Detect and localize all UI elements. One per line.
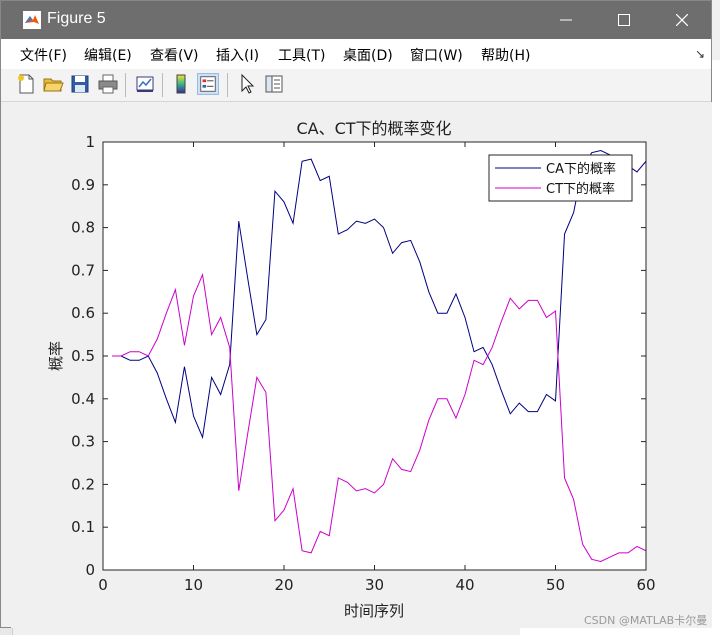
menu-window[interactable]: 窗口(W): [410, 48, 463, 64]
y-tick-label: 0: [85, 561, 95, 579]
window-title: Figure 5: [47, 10, 106, 27]
title-bar[interactable]: Figure 5: [1, 1, 711, 39]
link-plot-icon[interactable]: [134, 73, 156, 95]
maximize-button[interactable]: [595, 1, 653, 39]
menu-bar: 文件(F) 编辑(E) 查看(V) 插入(I) 工具(T) 桌面(D) 窗口(W…: [1, 39, 711, 70]
x-tick-label: 60: [636, 576, 655, 594]
figure-canvas: CA、CT下的概率变化 0 10 20 30 40 50 60 0 0.1 0.2 0.3 0.4 0…: [11, 102, 712, 628]
toolbar: [1, 69, 711, 102]
open-folder-icon[interactable]: [42, 73, 64, 95]
menu-overflow-icon[interactable]: ↘: [695, 47, 706, 61]
x-axis-label: 时间序列: [344, 602, 404, 620]
y-tick-label: 0.3: [71, 433, 95, 451]
property-inspector-icon[interactable]: [263, 73, 285, 95]
save-icon[interactable]: [69, 73, 91, 95]
menu-insert[interactable]: 插入(I): [216, 48, 260, 64]
chart-title: CA、CT下的概率变化: [296, 119, 451, 138]
toolbar-separator: [162, 73, 163, 97]
legend[interactable]: CA下的概率 CT下的概率: [488, 154, 633, 202]
print-icon[interactable]: [97, 73, 119, 95]
x-tick-label: 0: [98, 576, 108, 594]
y-tick-label: 0.8: [71, 219, 95, 237]
probability-line-chart[interactable]: CA、CT下的概率变化 0 10 20 30 40 50 60 0 0.1 0.2 0.3 0.4 0…: [11, 102, 712, 628]
new-file-icon[interactable]: [15, 73, 37, 95]
x-tick-label: 50: [546, 576, 565, 594]
x-tick-label: 20: [274, 576, 293, 594]
toolbar-separator: [125, 73, 126, 97]
minimize-button[interactable]: [537, 1, 595, 39]
x-tick-label: 40: [455, 576, 474, 594]
series-line-ct[interactable]: [112, 272, 647, 562]
toolbar-separator: [227, 73, 228, 97]
y-tick-label: 0.6: [71, 304, 95, 322]
y-tick-label: 0.9: [71, 176, 95, 194]
y-tick-label: 0.5: [71, 347, 95, 365]
matlab-logo-icon: [23, 11, 41, 29]
figure-window: Figure 5 文件(F) 编辑(E) 查看(V) 插入(I) 工具(T) 桌…: [0, 0, 712, 628]
menu-desktop[interactable]: 桌面(D): [343, 48, 393, 64]
y-axis-label: 概率: [47, 341, 65, 371]
minimize-icon: [560, 19, 572, 21]
menu-view[interactable]: 查看(V): [150, 48, 199, 64]
pointer-icon[interactable]: [236, 73, 258, 95]
menu-tools[interactable]: 工具(T): [278, 48, 326, 64]
legend-label-ct: CT下的概率: [546, 181, 615, 197]
menu-file[interactable]: 文件(F): [20, 48, 67, 64]
y-tick-label: 0.4: [71, 390, 95, 408]
axes-box: [102, 141, 647, 571]
x-tick-label: 30: [365, 576, 384, 594]
legend-label-ca: CA下的概率: [546, 161, 616, 177]
y-tick-label: 1: [85, 133, 95, 151]
menu-help[interactable]: 帮助(H): [481, 48, 531, 64]
legend-icon[interactable]: [197, 73, 219, 95]
watermark: CSDN @MATLAB卡尔曼: [584, 614, 708, 627]
y-tick-label: 0.7: [71, 261, 95, 279]
background-window-right: [710, 60, 720, 635]
series-line-ca[interactable]: [112, 150, 647, 440]
close-button[interactable]: [653, 1, 711, 39]
menu-edit[interactable]: 编辑(E): [84, 48, 132, 64]
close-icon: [676, 14, 688, 26]
plot-area-background: [103, 142, 646, 570]
y-tick-label: 0.1: [71, 518, 95, 536]
y-tick-label: 0.2: [71, 475, 95, 493]
x-tick-label: 10: [184, 576, 203, 594]
colorbar-icon[interactable]: [170, 73, 192, 95]
maximize-icon: [618, 14, 630, 26]
